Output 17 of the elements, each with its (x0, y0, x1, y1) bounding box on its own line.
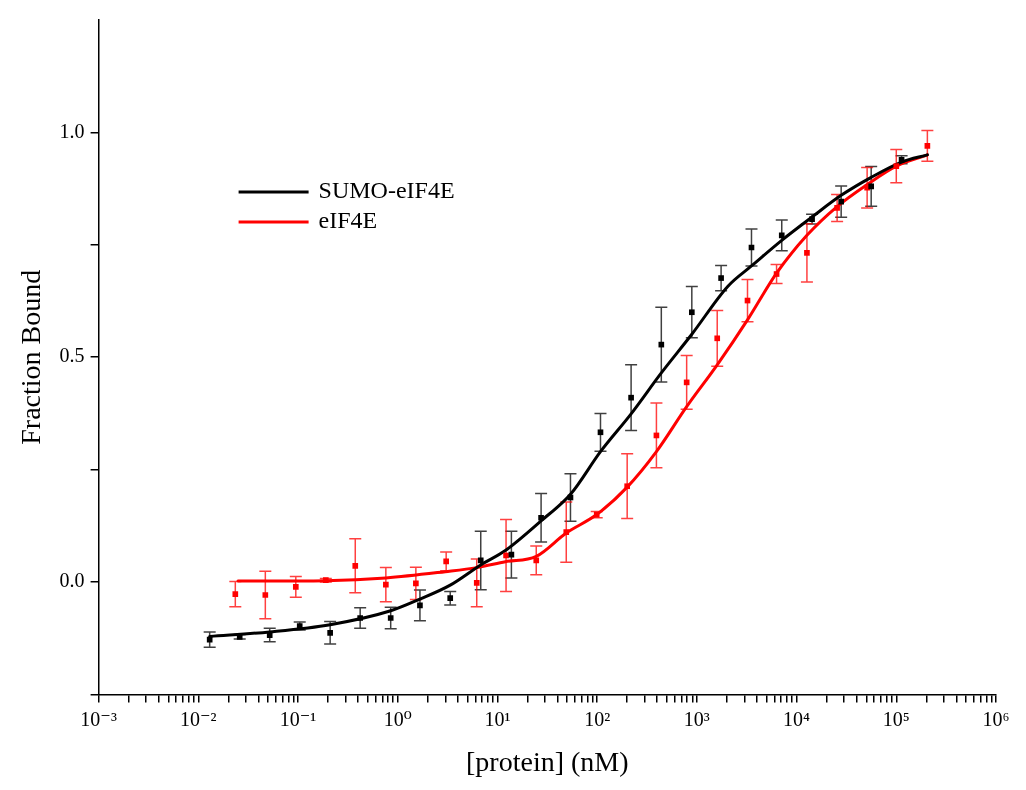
x-tick-label: 10⁻¹ (279, 707, 317, 730)
x-tick-label: 10⁴ (783, 707, 811, 730)
x-tick-label: 10² (584, 707, 611, 730)
legend-label: SUMO-eIF4E (318, 177, 455, 204)
x-tick-label: 10⁻² (180, 707, 217, 730)
x-tick-label: 10³ (683, 707, 710, 730)
x-tick-label: 10⁻³ (80, 707, 117, 730)
y-tick-label: 0.0 (59, 569, 85, 592)
x-tick-label: 10⁶ (982, 707, 1010, 730)
legend-label: eIF4E (318, 207, 378, 234)
x-tick-label: 10⁵ (882, 707, 910, 730)
x-axis-title: [protein] (nM) (466, 745, 629, 777)
y-tick-label: 0.5 (59, 344, 85, 367)
y-tick-label: 1.0 (59, 119, 85, 142)
y-axis-title: Fraction Bound (15, 269, 47, 445)
x-tick-label: 10¹ (484, 707, 511, 730)
x-tick-label: 10⁰ (383, 707, 412, 730)
